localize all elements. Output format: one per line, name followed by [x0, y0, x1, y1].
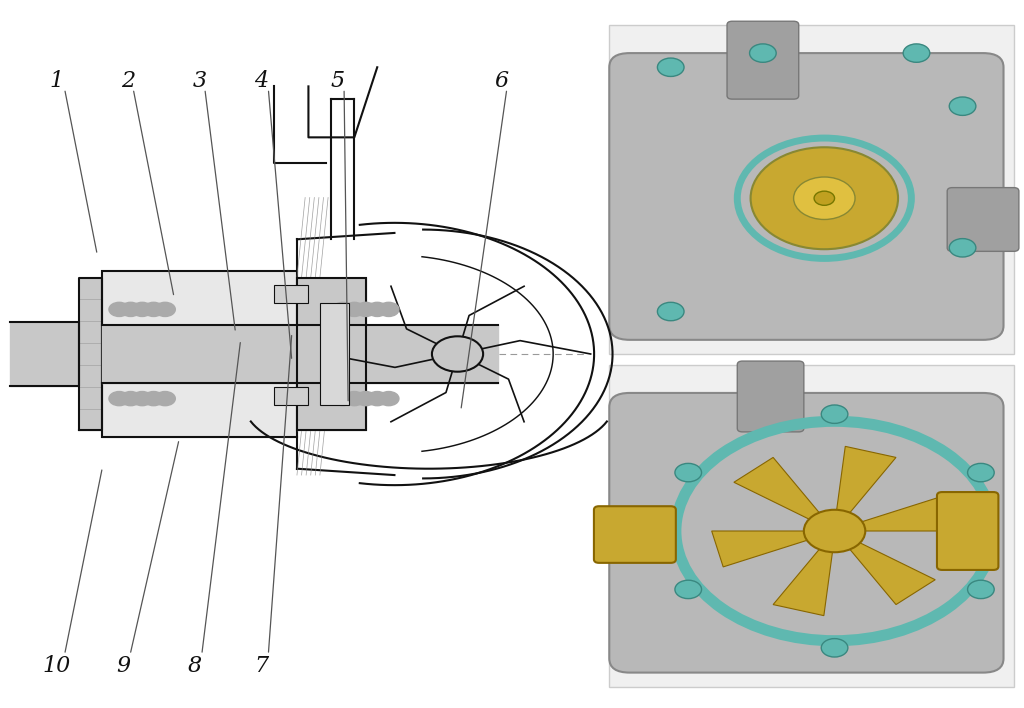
- Circle shape: [675, 463, 701, 481]
- Polygon shape: [734, 457, 824, 523]
- Bar: [609, 25, 1014, 354]
- FancyBboxPatch shape: [937, 492, 998, 570]
- Circle shape: [355, 392, 376, 406]
- Circle shape: [657, 302, 684, 321]
- Circle shape: [821, 639, 848, 657]
- Circle shape: [432, 336, 483, 372]
- Circle shape: [968, 581, 994, 599]
- Circle shape: [132, 302, 153, 316]
- Polygon shape: [773, 543, 834, 616]
- Circle shape: [143, 302, 164, 316]
- Circle shape: [821, 405, 848, 423]
- Circle shape: [132, 392, 153, 406]
- Bar: [274, 387, 308, 405]
- Circle shape: [750, 44, 776, 62]
- FancyBboxPatch shape: [609, 393, 1004, 673]
- FancyBboxPatch shape: [947, 188, 1019, 251]
- Circle shape: [121, 392, 141, 406]
- Circle shape: [121, 302, 141, 316]
- Bar: [274, 285, 308, 303]
- Circle shape: [379, 302, 399, 316]
- Polygon shape: [845, 539, 935, 605]
- Text: 9: 9: [116, 654, 130, 677]
- Circle shape: [794, 177, 855, 219]
- Circle shape: [903, 44, 930, 62]
- Circle shape: [155, 302, 175, 316]
- Circle shape: [657, 58, 684, 76]
- Bar: [102, 271, 297, 437]
- Circle shape: [143, 392, 164, 406]
- Circle shape: [109, 392, 129, 406]
- Text: 4: 4: [254, 70, 268, 93]
- Text: 1: 1: [49, 70, 63, 93]
- Circle shape: [155, 392, 175, 406]
- FancyBboxPatch shape: [609, 53, 1004, 340]
- Bar: [609, 365, 1014, 687]
- Circle shape: [355, 302, 376, 316]
- Polygon shape: [855, 495, 957, 531]
- FancyBboxPatch shape: [594, 506, 676, 563]
- Circle shape: [367, 302, 387, 316]
- Circle shape: [333, 302, 353, 316]
- Polygon shape: [712, 531, 814, 567]
- Circle shape: [367, 392, 387, 406]
- Text: 3: 3: [193, 70, 207, 93]
- Circle shape: [675, 581, 701, 599]
- Circle shape: [804, 510, 865, 552]
- Circle shape: [949, 239, 976, 257]
- Circle shape: [949, 97, 976, 115]
- Bar: [10, 28, 589, 680]
- Polygon shape: [836, 446, 896, 519]
- Circle shape: [109, 302, 129, 316]
- Text: 8: 8: [187, 654, 202, 677]
- Circle shape: [344, 302, 365, 316]
- Circle shape: [379, 392, 399, 406]
- Bar: [297, 278, 366, 430]
- Circle shape: [751, 147, 898, 249]
- Text: 10: 10: [42, 654, 71, 677]
- Circle shape: [333, 392, 353, 406]
- Circle shape: [814, 191, 835, 205]
- Circle shape: [968, 463, 994, 481]
- Text: 5: 5: [331, 70, 345, 93]
- Bar: [319, 303, 348, 405]
- Text: 2: 2: [121, 70, 135, 93]
- FancyBboxPatch shape: [727, 21, 799, 99]
- Text: 7: 7: [254, 654, 268, 677]
- Circle shape: [344, 392, 365, 406]
- FancyBboxPatch shape: [737, 361, 804, 432]
- Text: 6: 6: [495, 70, 509, 93]
